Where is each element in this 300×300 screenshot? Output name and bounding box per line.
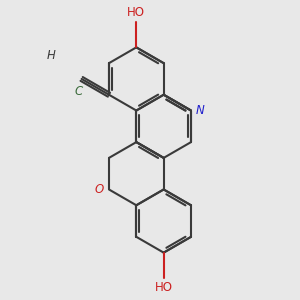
Text: N: N bbox=[196, 104, 205, 117]
Text: O: O bbox=[95, 183, 104, 196]
Text: HO: HO bbox=[127, 6, 145, 19]
Text: HO: HO bbox=[155, 281, 173, 294]
Text: H: H bbox=[47, 49, 56, 62]
Text: C: C bbox=[74, 85, 83, 98]
